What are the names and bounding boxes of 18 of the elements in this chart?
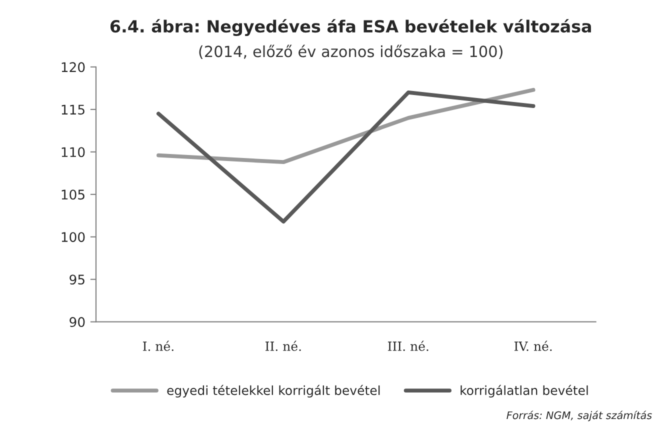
chart-title: 6.4. ábra: Negyedéves áfa ESA bevételek változása (110, 19, 591, 36)
y-tick-label: 110 (62, 147, 85, 158)
y-tick-label: 90 (70, 317, 85, 328)
y-tick-label: 105 (62, 190, 84, 200)
legend-label: egyedi tételekkel korrigált bevétel (167, 384, 380, 398)
x-tick-label: IV. né. (514, 340, 552, 351)
y-tick-label: 115 (62, 104, 84, 115)
y-tick-label: 100 (62, 232, 85, 242)
x-tick-label: I. né. (143, 340, 174, 351)
text: Forrás: NGM, saját számítás (506, 410, 652, 422)
legend-label: korrigálatlan bevétel (460, 384, 588, 398)
x-tick-label: III. né. (388, 340, 428, 351)
line-series (156, 90, 536, 224)
x-tick-label: II. né. (265, 340, 301, 351)
y-tick-label: 120 (62, 62, 85, 72)
chart-subtitle: (2014, előző év azonos időszaka = 100) (199, 44, 502, 60)
y-tick-label: 95 (70, 274, 84, 285)
line-series (156, 88, 536, 164)
